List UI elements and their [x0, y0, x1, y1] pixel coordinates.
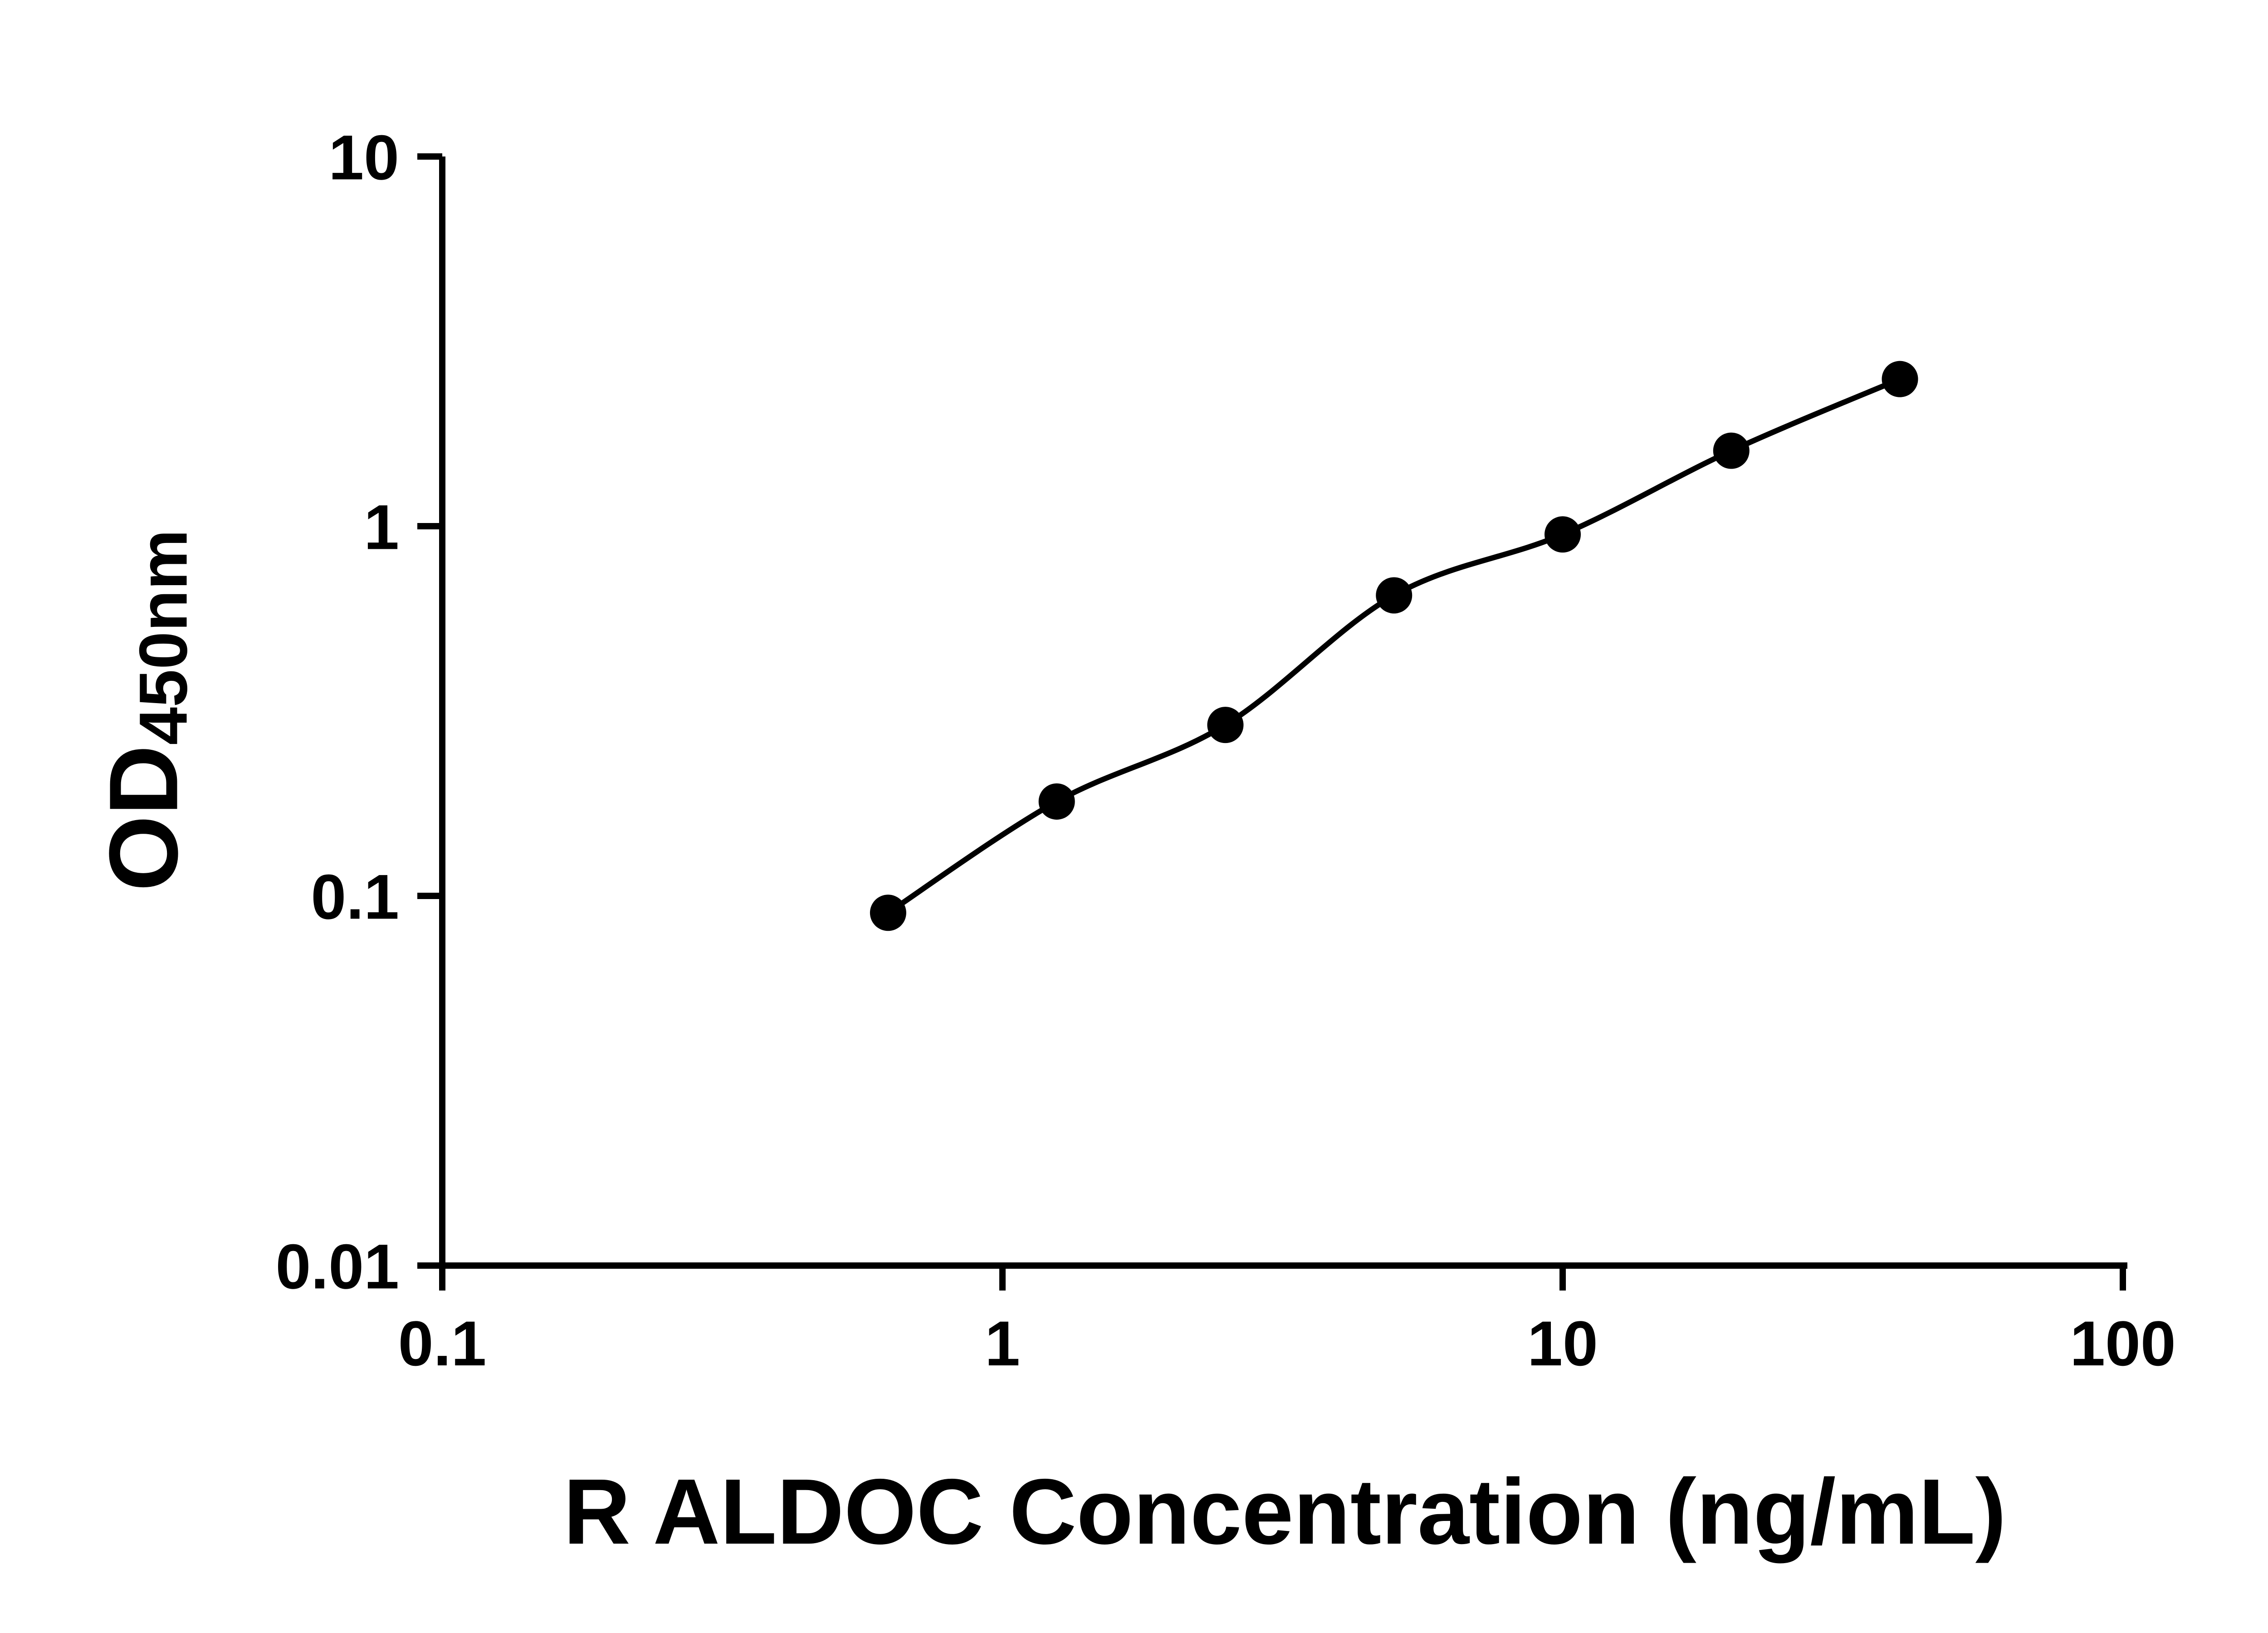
- data-point: [1207, 707, 1244, 743]
- data-point: [1545, 516, 1581, 553]
- x-tick-label: 0.1: [398, 1308, 487, 1379]
- y-tick-label: 1: [364, 491, 399, 562]
- y-tick-label: 0.1: [311, 861, 399, 932]
- x-tick-label: 1: [985, 1308, 1020, 1379]
- x-tick-label: 100: [2070, 1308, 2176, 1379]
- fit-curve: [886, 376, 1901, 915]
- data-point: [1376, 577, 1413, 614]
- x-tick-label: 10: [1527, 1308, 1598, 1379]
- y-tick-label: 10: [328, 122, 399, 193]
- y-axis-label-main: OD: [88, 745, 198, 891]
- x-axis-label: R ALDOC Concentration (ng/mL): [563, 1460, 2006, 1564]
- data-point: [1713, 432, 1750, 469]
- data-point: [870, 895, 906, 931]
- axis-spines: [439, 156, 2127, 1269]
- data-point: [1882, 361, 1918, 397]
- y-axis-label-subscript: 450nm: [125, 529, 201, 745]
- y-tick-label: 0.01: [276, 1231, 399, 1302]
- y-axis-label: OD450nm: [89, 529, 201, 891]
- data-point: [1038, 783, 1075, 820]
